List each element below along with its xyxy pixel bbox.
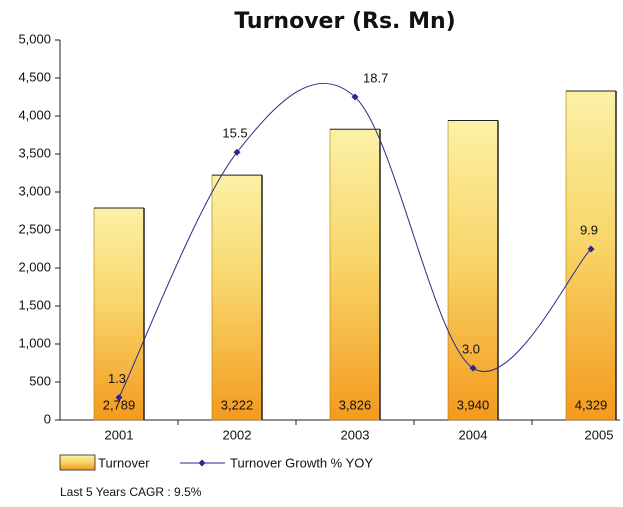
legend-label: Turnover Growth % YOY [230, 455, 373, 470]
x-tick-label: 2001 [105, 427, 134, 442]
y-tick-label: 2,500 [18, 221, 51, 236]
data-label: 3,826 [339, 397, 372, 412]
bar [93, 207, 145, 421]
data-label: 9.9 [580, 222, 598, 237]
point [233, 148, 241, 156]
data-label: 3.0 [462, 342, 480, 357]
y-tick-label: 4,000 [18, 107, 51, 122]
data-label: 18.7 [363, 70, 388, 85]
y-tick-label: 500 [29, 373, 51, 388]
x-tick-label: 2005 [585, 427, 614, 442]
x-tick-label: 2004 [459, 427, 488, 442]
x-tick-label: 2003 [341, 427, 370, 442]
y-tick-label: 5,000 [18, 31, 51, 46]
legend-marker [198, 459, 206, 467]
y-tick-label: 4,500 [18, 69, 51, 84]
y-tick-label: 0 [44, 411, 51, 426]
point [351, 93, 359, 101]
bar [329, 128, 381, 421]
data-label: 2,789 [103, 397, 136, 412]
data-label: 15.5 [222, 126, 247, 141]
point [469, 364, 477, 372]
point [587, 245, 595, 253]
bar [565, 90, 617, 421]
y-tick-label: 3,500 [18, 145, 51, 160]
note: Last 5 Years CAGR : 9.5% [60, 485, 202, 499]
legend-swatch [59, 454, 96, 471]
x-tick-label: 2002 [223, 427, 252, 442]
point [115, 394, 123, 402]
data-label: 3,222 [221, 397, 254, 412]
data-label: 3,940 [457, 397, 490, 412]
bar [447, 120, 499, 421]
y-tick-label: 1,000 [18, 335, 51, 350]
bar [211, 174, 263, 421]
y-tick-label: 2,000 [18, 259, 51, 274]
chart-title: Turnover (Rs. Mn) [234, 9, 455, 34]
y-tick-label: 1,500 [18, 297, 51, 312]
data-label: 1.3 [108, 371, 126, 386]
legend-label: Turnover [98, 455, 150, 470]
y-tick-label: 3,000 [18, 183, 51, 198]
data-label: 4,329 [575, 397, 608, 412]
